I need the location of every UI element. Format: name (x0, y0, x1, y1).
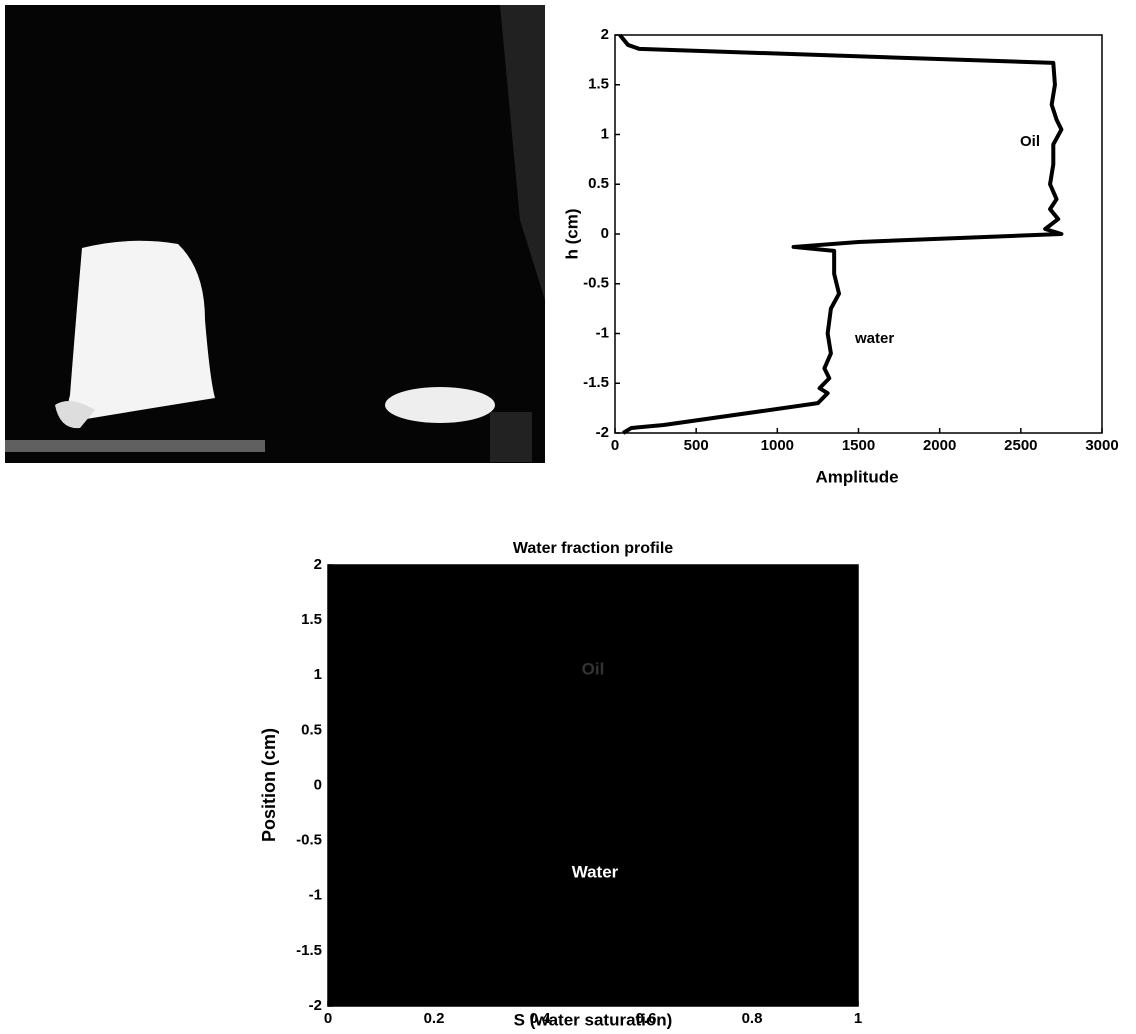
y-tick-label: -1 (596, 324, 609, 341)
x-tick-label: 500 (684, 437, 709, 454)
y-tick-label: 2 (314, 556, 322, 573)
x-tick-label: 2000 (923, 437, 956, 454)
y-tick-label: -1.5 (296, 942, 322, 959)
chart-title: Water fraction profile (513, 540, 673, 557)
y-tick-label: 0 (601, 225, 609, 242)
x-tick-label: 1500 (842, 437, 875, 454)
amplitude-chart: 0 500 1000 1500 2000 2500 3000 -2 -1.5 -1 -0.5 0 0.5… (562, 26, 1118, 487)
x-axis-label: Amplitude (815, 467, 898, 486)
plot-area (327, 564, 859, 1007)
x-tick-label: 0.8 (742, 1010, 763, 1027)
annotation: Oil (582, 659, 605, 678)
photo-white-blob (385, 387, 495, 423)
y-tick-label: -2 (596, 424, 609, 441)
photo-white-blob (55, 401, 95, 429)
x-axis-label: S (water saturation) (514, 1010, 673, 1029)
y-tick-label: -1 (309, 887, 322, 904)
y-axis-label: h (cm) (562, 209, 581, 260)
x-tick-label: 1000 (761, 437, 794, 454)
photo-block (490, 412, 532, 462)
x-tick-label: 2500 (1004, 437, 1037, 454)
y-tick-label: 1 (601, 125, 609, 142)
annotation: Water (572, 862, 619, 881)
x-tick-label: 0 (324, 1010, 332, 1027)
x-tick-label: 0.2 (424, 1010, 445, 1027)
plot-layer: 0 500 1000 1500 2000 2500 3000 -2 -1.5 -1 -0.5 0 0.5… (583, 26, 1119, 454)
y-tick-label: 0 (314, 776, 322, 793)
y-tick-label: 1.5 (301, 611, 322, 628)
plot-layer: 0 0.2 0.4 0.6 0.8 1 -2 -1.5 -1 -0.5 0 0.5 1 1.5 2 (296, 556, 862, 1027)
photo-white-blob (67, 240, 216, 421)
y-tick-label: 1 (314, 666, 322, 683)
photo-gray-edge (500, 5, 545, 300)
y-axis-label: Position (cm) (259, 728, 279, 842)
x-tick-label: 3000 (1085, 437, 1118, 454)
y-tick-label: 2 (601, 26, 609, 43)
y-tick-label: -2 (309, 997, 322, 1014)
y-tick-label: 0.5 (301, 721, 322, 738)
photo-strip (5, 440, 265, 452)
x-tick-label: 0.6 (636, 1010, 657, 1027)
y-tick-label: -1.5 (583, 374, 609, 391)
y-tick-label: 1.5 (588, 76, 609, 93)
annotation: water (854, 330, 894, 347)
x-tick-label: 0 (611, 437, 619, 454)
water-fraction-chart: 0 0.2 0.4 0.6 0.8 1 -2 -1.5 -1 -0.5 0 0.5 1 1.5 2 Wate… (259, 540, 862, 1029)
annotation: Oil (1020, 133, 1040, 150)
x-tick-label: 0.4 (530, 1010, 552, 1027)
data-line (618, 33, 1064, 435)
y-tick-label: -0.5 (296, 832, 322, 849)
x-tick-label: 1 (854, 1010, 862, 1027)
photo (5, 5, 545, 463)
y-tick-label: 0.5 (588, 175, 609, 192)
y-tick-label: -0.5 (583, 275, 609, 292)
